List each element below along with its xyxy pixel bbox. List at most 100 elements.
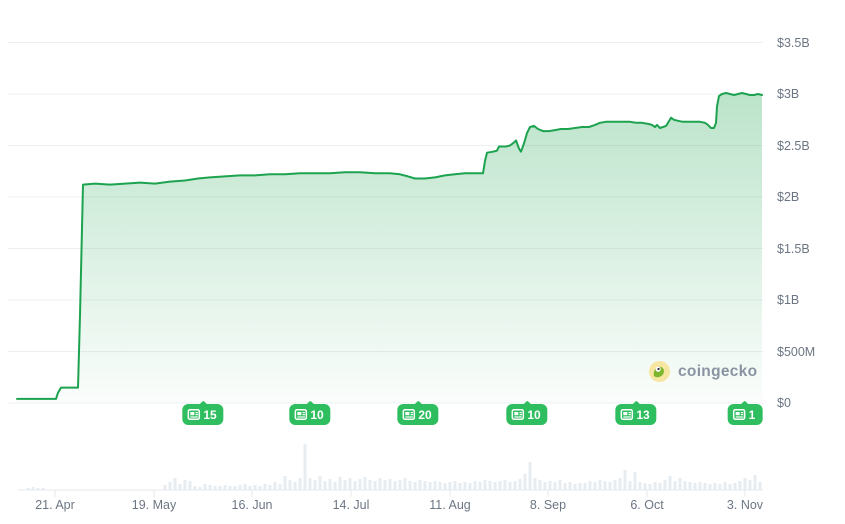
volume-bar	[728, 484, 732, 490]
volume-bar	[478, 482, 482, 490]
volume-bar	[31, 487, 35, 490]
volume-bar	[673, 481, 677, 490]
volume-bar	[26, 488, 30, 490]
volume-bar	[543, 482, 547, 490]
volume-bar	[268, 485, 272, 490]
volume-bar	[423, 481, 427, 490]
volume-bar	[253, 485, 257, 490]
volume-bar	[588, 481, 592, 490]
volume-bar	[308, 478, 312, 490]
volume-bar	[558, 480, 562, 490]
volume-bar	[418, 480, 422, 490]
volume-bar	[263, 484, 267, 490]
volume-bar	[248, 486, 252, 490]
news-marker-badge[interactable]: 1	[727, 404, 763, 425]
volume-bar	[438, 482, 442, 490]
x-axis-tick-label: 14. Jul	[332, 498, 370, 512]
volume-bar	[498, 481, 502, 490]
volume-bar	[183, 480, 187, 490]
volume-bar	[338, 477, 342, 490]
volume-bar	[413, 482, 417, 490]
y-axis-tick-label: $2.5B	[777, 138, 810, 153]
coingecko-wordmark: coingecko	[678, 362, 758, 380]
coingecko-watermark[interactable]: coingecko	[648, 360, 757, 383]
volume-bar	[303, 444, 307, 490]
volume-bar	[548, 481, 552, 490]
news-icon	[187, 409, 201, 420]
volume-bar	[36, 488, 40, 490]
volume-bar	[688, 482, 692, 490]
volume-bar	[383, 480, 387, 490]
volume-bar	[683, 481, 687, 490]
news-marker-badge[interactable]: 10	[289, 404, 331, 425]
news-marker-badge[interactable]: 20	[397, 404, 439, 425]
volume-bar	[378, 478, 382, 490]
news-count: 10	[310, 408, 324, 422]
volume-bar	[568, 482, 572, 490]
volume-bar	[203, 484, 207, 490]
volume-bar	[298, 478, 302, 490]
x-axis-tick-label: 19. May	[131, 498, 177, 512]
volume-bar	[523, 474, 527, 490]
volume-bar	[393, 481, 397, 490]
volume-bar	[528, 462, 532, 490]
volume-bar	[398, 480, 402, 490]
volume-bar	[483, 480, 487, 490]
volume-bar	[41, 488, 45, 490]
x-axis-tick-label: 8. Sep	[529, 498, 567, 512]
volume-bar	[448, 482, 452, 490]
volume-bar	[188, 481, 192, 490]
volume-bar	[373, 481, 377, 490]
volume-bar	[223, 485, 227, 490]
news-count: 13	[636, 408, 650, 422]
volume-bar	[233, 486, 237, 490]
volume-bar	[363, 477, 367, 490]
volume-bar	[213, 486, 217, 490]
volume-bar	[708, 484, 712, 490]
volume-bar	[493, 482, 497, 490]
volume-bars	[26, 444, 762, 490]
volume-bar	[328, 479, 332, 490]
news-marker-badge[interactable]: 13	[615, 404, 657, 425]
news-icon	[402, 409, 416, 420]
volume-bar	[443, 483, 447, 490]
volume-bar	[453, 481, 457, 490]
volume-bar	[608, 482, 612, 490]
y-axis-tick-label: $1.5B	[777, 241, 810, 256]
y-axis-tick-label: $3.5B	[777, 35, 810, 50]
market-cap-line[interactable]	[16, 92, 763, 400]
volume-bar	[353, 481, 357, 490]
news-marker-badge[interactable]: 10	[506, 404, 548, 425]
volume-bar	[288, 480, 292, 490]
y-axis-tick-label: $500M	[777, 344, 816, 359]
volume-bar	[658, 483, 662, 490]
volume-bar	[723, 482, 727, 490]
volume-bar	[228, 486, 232, 490]
news-icon	[620, 409, 634, 420]
volume-bar	[458, 483, 462, 490]
volume-bar	[428, 482, 432, 490]
volume-bar	[343, 480, 347, 490]
news-count: 10	[527, 408, 541, 422]
x-axis-tick-label: 6. Oct	[630, 498, 664, 512]
volume-bar	[293, 482, 297, 490]
volume-bar	[278, 484, 282, 490]
volume-bar	[313, 480, 317, 490]
news-marker-badge[interactable]: 15	[182, 404, 224, 425]
volume-bar	[643, 483, 647, 490]
volume-bar	[208, 485, 212, 490]
news-icon	[732, 409, 746, 420]
volume-bar	[508, 482, 512, 490]
volume-bar	[713, 483, 717, 490]
x-axis-tick-label: 3. Nov	[726, 498, 764, 512]
y-axis-tick-label: $3B	[777, 87, 800, 101]
volume-bar	[163, 485, 167, 490]
volume-bar	[403, 478, 407, 490]
volume-bar	[678, 478, 682, 490]
volume-bar	[733, 483, 737, 490]
volume-bar	[433, 481, 437, 490]
volume-bar	[573, 484, 577, 490]
volume-bar	[598, 480, 602, 490]
